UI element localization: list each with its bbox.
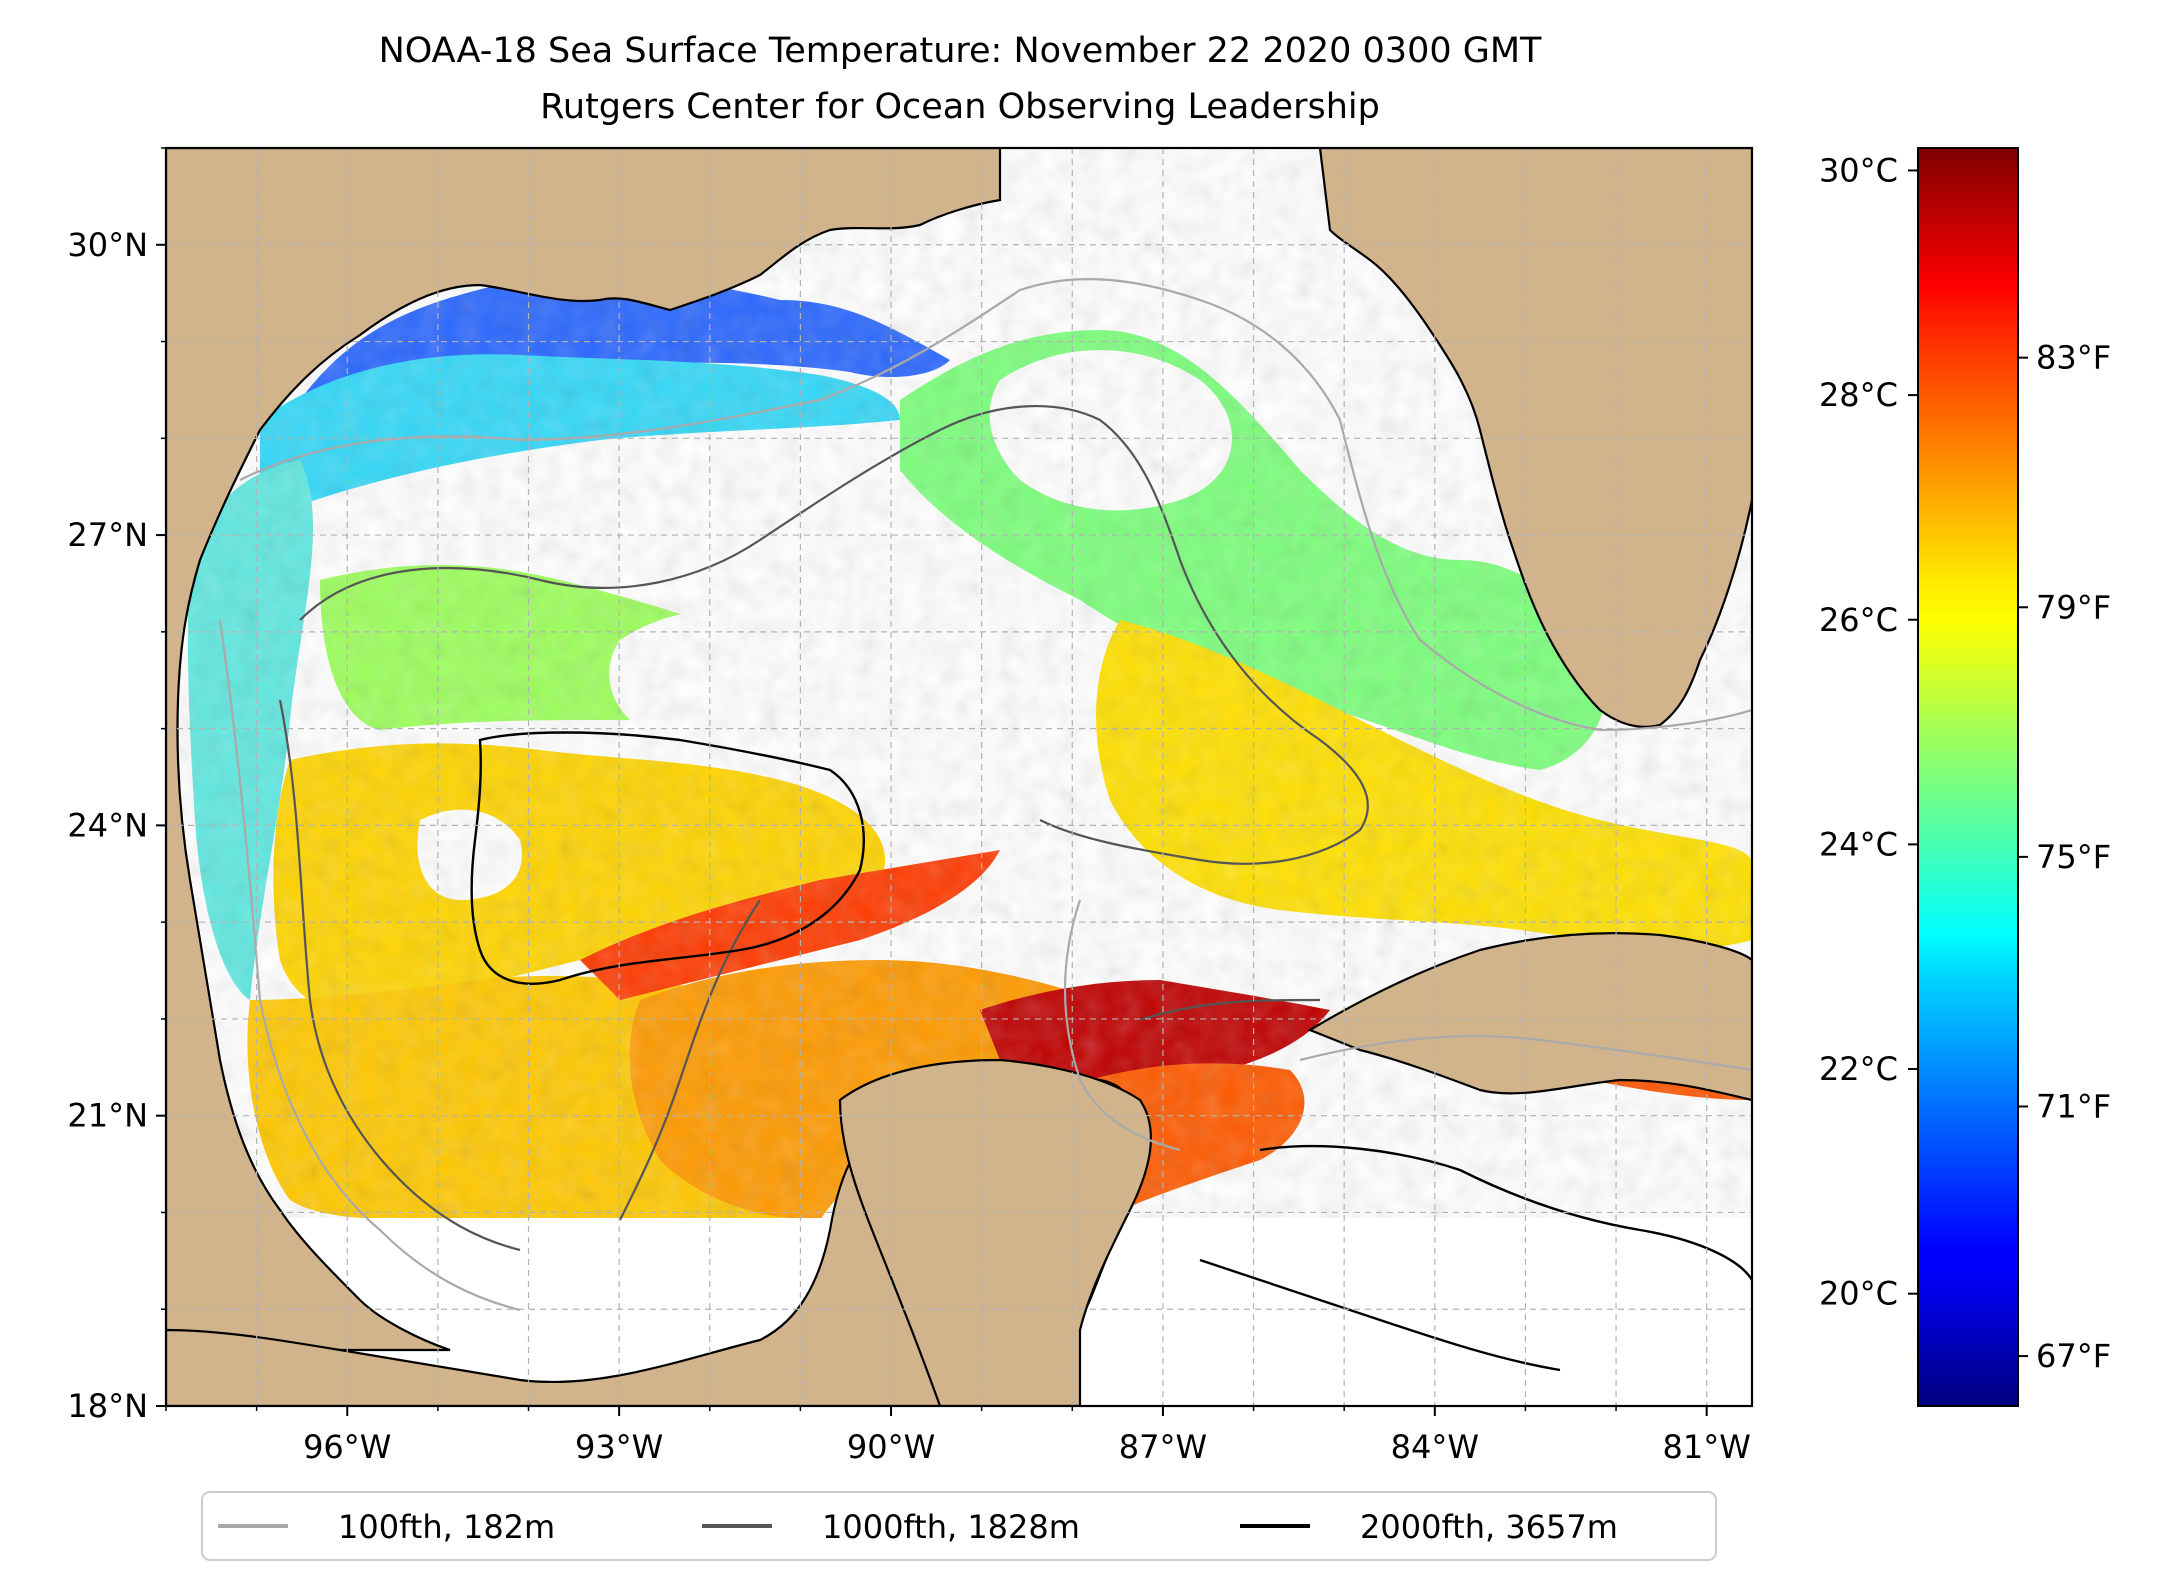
- contour-1000fth: [278, 404, 1369, 1252]
- map-frame: [164, 146, 1754, 1408]
- colorbar-celsius-label: 20°C: [1819, 1275, 1898, 1313]
- land-florida: [1318, 148, 1752, 728]
- legend-label-100fth: 100fth, 182m: [338, 1508, 555, 1546]
- y-tick-label: 24°N: [67, 806, 148, 844]
- x-tick-label: 90°W: [847, 1428, 935, 1466]
- title-line1: NOAA-18 Sea Surface Temperature: Novembe…: [379, 31, 1542, 71]
- legend-entry-2000fth: 2000fth, 3657m: [1240, 1508, 1618, 1546]
- x-tick-label: 96°W: [303, 1428, 391, 1466]
- legend-box: [201, 1491, 1717, 1561]
- gridlines: [166, 148, 1752, 1406]
- y-tick-label: 18°N: [67, 1387, 148, 1425]
- contour-100fth-cuba: [1299, 1034, 1752, 1072]
- colorbar-celsius-label: 24°C: [1819, 825, 1898, 863]
- x-tick-label: 87°W: [1119, 1428, 1207, 1466]
- colorbar-fahrenheit-label: 79°F: [2036, 588, 2111, 626]
- legend: 100fth, 182m 1000fth, 1828m 2000fth, 365…: [201, 1491, 1717, 1561]
- colorbar-fahrenheit-label: 71°F: [2036, 1087, 2111, 1125]
- y-tick-label: 21°N: [67, 1097, 148, 1135]
- colorbar-fahrenheit-label: 75°F: [2036, 838, 2111, 876]
- map-panel: 96°W 93°W 90°W 87°W 84°W 81°W 18°N 21°N 24°N 27°…: [67, 146, 1754, 1466]
- y-axis: 18°N 21°N 24°N 27°N 30°N: [67, 147, 166, 1425]
- y-tick-label: 30°N: [67, 226, 148, 264]
- legend-entry-1000fth: 1000fth, 1828m: [702, 1508, 1080, 1546]
- colorbar-celsius-axis: 20°C 22°C 24°C 26°C 28°C 30°C: [1819, 151, 1918, 1313]
- colorbar-celsius-label: 28°C: [1819, 376, 1898, 414]
- colorbar: 20°C 22°C 24°C 26°C 28°C 30°C 67°F 71°F 75°F 79°…: [1819, 147, 2111, 1407]
- x-axis: 96°W 93°W 90°W 87°W 84°W 81°W: [165, 1406, 1751, 1466]
- land: [166, 148, 1752, 1406]
- colorbar-celsius-label: 22°C: [1819, 1050, 1898, 1088]
- bathymetry-contours: [218, 278, 1752, 1372]
- legend-entry-100fth: 100fth, 182m: [218, 1508, 555, 1546]
- title-line2: Rutgers Center for Ocean Observing Leade…: [540, 87, 1380, 127]
- legend-label-2000fth: 2000fth, 3657m: [1360, 1508, 1618, 1546]
- colorbar-gradient: [1917, 147, 2019, 1407]
- contour-100fth: [218, 278, 1752, 1312]
- colorbar-celsius-label: 26°C: [1819, 601, 1898, 639]
- x-tick-label: 81°W: [1663, 1428, 1751, 1466]
- contour-2000fth: [470, 731, 1752, 1372]
- colorbar-celsius-label: 30°C: [1819, 151, 1898, 189]
- land-texas-louisiana-coast: [166, 148, 1002, 1352]
- legend-label-1000fth: 1000fth, 1828m: [822, 1508, 1080, 1546]
- land-cuba: [1307, 932, 1752, 1102]
- colorbar-fahrenheit-label: 83°F: [2036, 339, 2111, 377]
- y-tick-label: 27°N: [67, 516, 148, 554]
- x-tick-label: 84°W: [1391, 1428, 1479, 1466]
- land-yucatan: [838, 1058, 1152, 1406]
- colorbar-fahrenheit-label: 67°F: [2036, 1337, 2111, 1375]
- x-tick-label: 93°W: [575, 1428, 663, 1466]
- colorbar-fahrenheit-axis: 67°F 71°F 75°F 79°F 83°F: [2018, 339, 2111, 1375]
